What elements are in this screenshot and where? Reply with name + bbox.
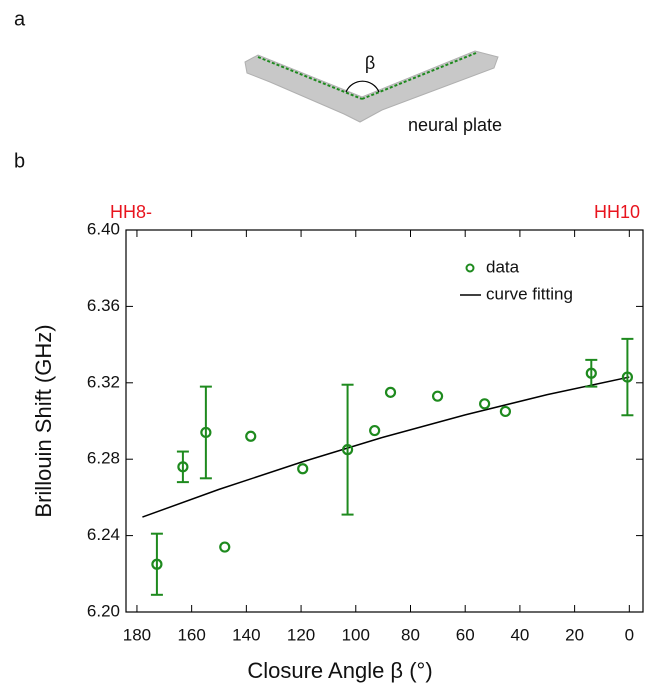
- y-tick-label: 6.28: [87, 449, 120, 468]
- y-tick-label: 6.40: [87, 219, 120, 238]
- data-point: [219, 541, 231, 553]
- x-tick-label: 0: [625, 625, 634, 644]
- x-tick-label: 60: [456, 625, 475, 644]
- stage-label: HH8-: [110, 202, 152, 222]
- data-point: [177, 461, 189, 473]
- y-tick-label: 6.24: [87, 525, 120, 544]
- data-point: [621, 371, 634, 383]
- neural-plate-diagram: β neural plate: [244, 50, 502, 135]
- diagram-label: neural plate: [408, 115, 502, 135]
- x-tick-label: 160: [177, 625, 205, 644]
- plate-edge: [257, 56, 363, 100]
- data-point: [479, 398, 491, 410]
- legend-marker: [465, 263, 475, 273]
- x-axis-label: Closure Angle β (°): [247, 658, 432, 683]
- y-tick-label: 6.32: [87, 372, 120, 391]
- x-tick-label: 140: [232, 625, 260, 644]
- legend-label: curve fitting: [486, 284, 573, 303]
- x-tick-label: 180: [123, 625, 151, 644]
- data-point: [384, 386, 397, 398]
- angle-label: β: [365, 53, 375, 73]
- data-point: [245, 430, 257, 442]
- y-tick-label: 6.20: [87, 601, 120, 620]
- panel-label: a: [14, 8, 26, 30]
- x-tick-label: 20: [565, 625, 584, 644]
- legend-label: data: [486, 257, 520, 276]
- data-point: [200, 426, 212, 439]
- data-point: [297, 463, 309, 475]
- plate-edge: [361, 52, 477, 100]
- angle-arc: [345, 80, 380, 93]
- x-tick-label: 100: [342, 625, 370, 644]
- x-tick-label: 120: [287, 625, 315, 644]
- data-point: [499, 405, 512, 418]
- plot-frame: [125, 229, 644, 613]
- x-tick-label: 40: [510, 625, 529, 644]
- stage-label: HH10: [594, 202, 640, 222]
- y-tick-label: 6.36: [87, 296, 120, 315]
- data-point: [151, 558, 163, 570]
- x-tick-label: 80: [401, 625, 420, 644]
- fit-curve: [142, 376, 630, 518]
- y-axis-label: Brillouin Shift (GHz): [31, 324, 56, 517]
- data-point: [341, 444, 354, 456]
- plate-shape: [244, 50, 499, 123]
- data-point: [431, 390, 444, 402]
- data-point: [585, 367, 597, 379]
- panel-label: b: [14, 150, 25, 172]
- data-point: [369, 424, 381, 437]
